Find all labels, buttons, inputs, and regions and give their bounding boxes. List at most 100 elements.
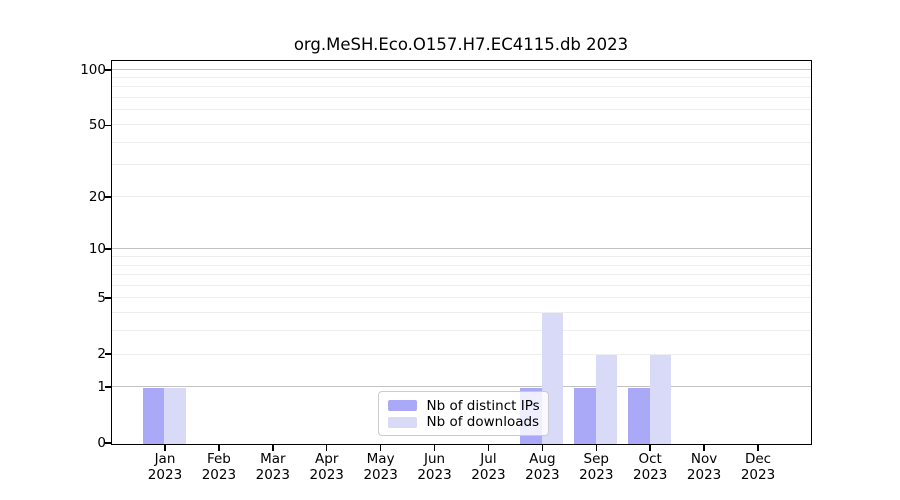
gridline-minor: [111, 353, 811, 355]
x-tick-mark: [433, 444, 436, 451]
gridlines-layer: [111, 61, 811, 444]
bar: [595, 354, 618, 444]
x-tick-month: Aug: [529, 451, 556, 467]
gridline-minor: [111, 274, 811, 276]
x-tick-label: Dec 2023: [718, 451, 798, 483]
x-tick-mark: [649, 444, 651, 451]
x-tick-label: Mar 2023: [233, 451, 313, 483]
y-tick-mark: [104, 69, 111, 71]
legend-label-downloads: Nb of downloads: [426, 414, 540, 431]
x-tick-mark: [541, 444, 544, 451]
gridline-minor: [111, 164, 811, 166]
y-tick-label: 20: [88, 188, 106, 205]
x-tick-label: Sep 2023: [556, 451, 636, 483]
gridline-minor: [111, 195, 811, 197]
y-tick-label: 2: [97, 346, 106, 363]
x-tick-year: 2023: [525, 466, 560, 483]
x-tick-mark: [379, 444, 382, 451]
x-tick-label: Oct 2023: [610, 451, 690, 483]
x-tick-year: 2023: [471, 466, 506, 483]
bar: [142, 387, 165, 444]
x-tick-mark: [218, 444, 220, 451]
x-tick-year: 2023: [309, 466, 344, 483]
y-tick-label: 10: [88, 241, 106, 258]
y-tick-mark: [104, 297, 111, 299]
x-tick-year: 2023: [632, 466, 668, 483]
x-tick-year: 2023: [417, 466, 452, 483]
x-tick-mark: [325, 444, 328, 451]
x-tick-month: Sep: [583, 451, 609, 467]
chart-title: org.MeSH.Eco.O157.H7.EC4115.db 2023: [293, 35, 629, 54]
legend-label-distinct-ips: Nb of distinct IPs: [426, 397, 540, 414]
y-tick-mark: [104, 196, 111, 198]
y-tick-label: 100: [80, 62, 106, 79]
x-tick-mark: [595, 444, 598, 451]
x-tick-year: 2023: [686, 466, 722, 483]
x-tick-label: Jan 2023: [125, 451, 205, 483]
x-tick-mark: [757, 444, 759, 451]
x-tick-year: 2023: [740, 466, 776, 483]
gridline-major: [111, 248, 811, 250]
gridline-minor: [111, 97, 811, 99]
y-tick-mark: [104, 248, 111, 250]
gridline-minor: [111, 297, 811, 299]
y-tick-mark: [104, 124, 111, 127]
x-tick-label: Jun 2023: [395, 451, 475, 483]
bar: [164, 387, 186, 444]
gridline-minor: [111, 77, 811, 79]
x-tick-mark: [164, 444, 166, 451]
x-tick-month: Nov: [690, 451, 718, 467]
gridline-major: [111, 68, 811, 70]
x-tick-mark: [703, 444, 705, 451]
x-tick-month: Oct: [638, 451, 662, 467]
legend-swatch-distinct-ips: [387, 400, 417, 412]
gridline-minor: [111, 264, 811, 266]
gridline-minor: [111, 123, 811, 125]
legend-item-downloads: Nb of downloads: [387, 414, 540, 431]
x-tick-month: Feb: [206, 451, 231, 467]
legend-swatch-downloads: [387, 416, 417, 428]
x-tick-mark: [487, 444, 490, 451]
x-tick-mark: [272, 444, 274, 451]
bar: [649, 354, 672, 444]
x-tick-month: Jun: [423, 451, 446, 467]
y-tick-mark: [104, 353, 111, 355]
legend: Nb of distinct IPs Nb of downloads: [377, 390, 549, 436]
gridline-major: [111, 386, 811, 388]
x-tick-year: 2023: [147, 466, 183, 483]
x-tick-label: Nov 2023: [664, 451, 744, 483]
x-tick-month: Mar: [260, 451, 286, 467]
gridline-minor: [111, 86, 811, 88]
x-tick-year: 2023: [363, 466, 398, 483]
x-tick-month: Dec: [744, 451, 772, 467]
bar: [628, 387, 650, 444]
x-tick-month: Apr: [315, 451, 339, 467]
x-tick-month: Jan: [154, 451, 176, 467]
y-tick-mark: [104, 442, 111, 444]
gridline-minor: [111, 284, 811, 286]
y-tick-label: 1: [97, 378, 106, 395]
x-tick-label: Feb 2023: [179, 451, 259, 483]
x-tick-year: 2023: [201, 466, 237, 483]
x-tick-label: May 2023: [341, 451, 421, 483]
gridline-minor: [111, 109, 811, 111]
plot-area: Nb of distinct IPs Nb of downloads: [110, 59, 812, 445]
y-tick-label: 0: [97, 435, 106, 451]
gridline-minor: [111, 141, 811, 143]
gridline-minor: [111, 255, 811, 257]
bars-layer: [112, 61, 811, 444]
x-tick-year: 2023: [579, 466, 614, 483]
y-tick-label: 5: [97, 290, 106, 307]
gridline-minor: [111, 312, 811, 314]
gridline-minor: [111, 330, 811, 332]
x-tick-label: Apr 2023: [287, 451, 367, 483]
y-tick-label: 50: [88, 117, 106, 134]
x-tick-month: May: [366, 451, 395, 467]
y-tick-mark: [104, 386, 111, 388]
x-tick-label: Aug 2023: [502, 451, 582, 483]
bar: [574, 387, 596, 444]
x-tick-month: Jul: [480, 451, 497, 467]
x-tick-year: 2023: [255, 466, 290, 483]
